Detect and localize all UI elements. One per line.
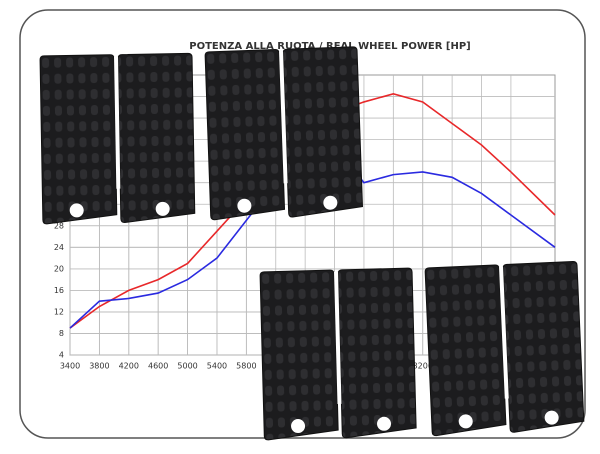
y-tick-label: 16 [54,286,64,295]
petal-hole [544,410,559,425]
petal-pair [424,261,585,437]
petal-slot [334,271,342,405]
petal-slot [114,56,121,189]
y-tick-label: 20 [54,264,64,273]
y-tick-label: 28 [54,221,64,230]
x-tick-label: 4600 [148,362,168,371]
x-tick-label: 5000 [177,362,197,371]
x-tick-label: 5800 [236,362,256,371]
petal [282,46,364,218]
y-tick-label: 12 [54,307,64,316]
petal-slot [499,266,509,399]
petal-hole [237,198,252,213]
x-tick-label: 4200 [119,362,139,371]
y-tick-label: 24 [54,243,64,252]
x-tick-label: 3400 [60,362,80,371]
petal-pair [39,52,196,225]
petal [117,52,196,224]
petal-pair [259,267,417,441]
petal [502,261,585,433]
x-tick-label: 8200 [413,362,433,371]
petal-hole [377,416,392,431]
petal [259,269,339,441]
y-tick-label: 8 [59,329,64,338]
petal [39,54,118,225]
reed-petals [39,46,585,441]
x-tick-label: 3800 [89,362,109,371]
petal [424,264,507,437]
petal-hole [155,201,170,216]
petal-pair [204,46,364,221]
x-tick-label: 5400 [207,362,227,371]
petal-hole [291,419,306,434]
petal [337,267,417,439]
petal-slot [279,51,288,184]
petal-hole [69,203,84,218]
petal [204,49,286,221]
petal-hole [323,195,338,210]
chart-title: POTENZA ALLA RUOTA / REAL WHEEL POWER [H… [189,41,471,52]
petal-hole [458,414,473,429]
y-tick-label: 4 [59,351,64,360]
